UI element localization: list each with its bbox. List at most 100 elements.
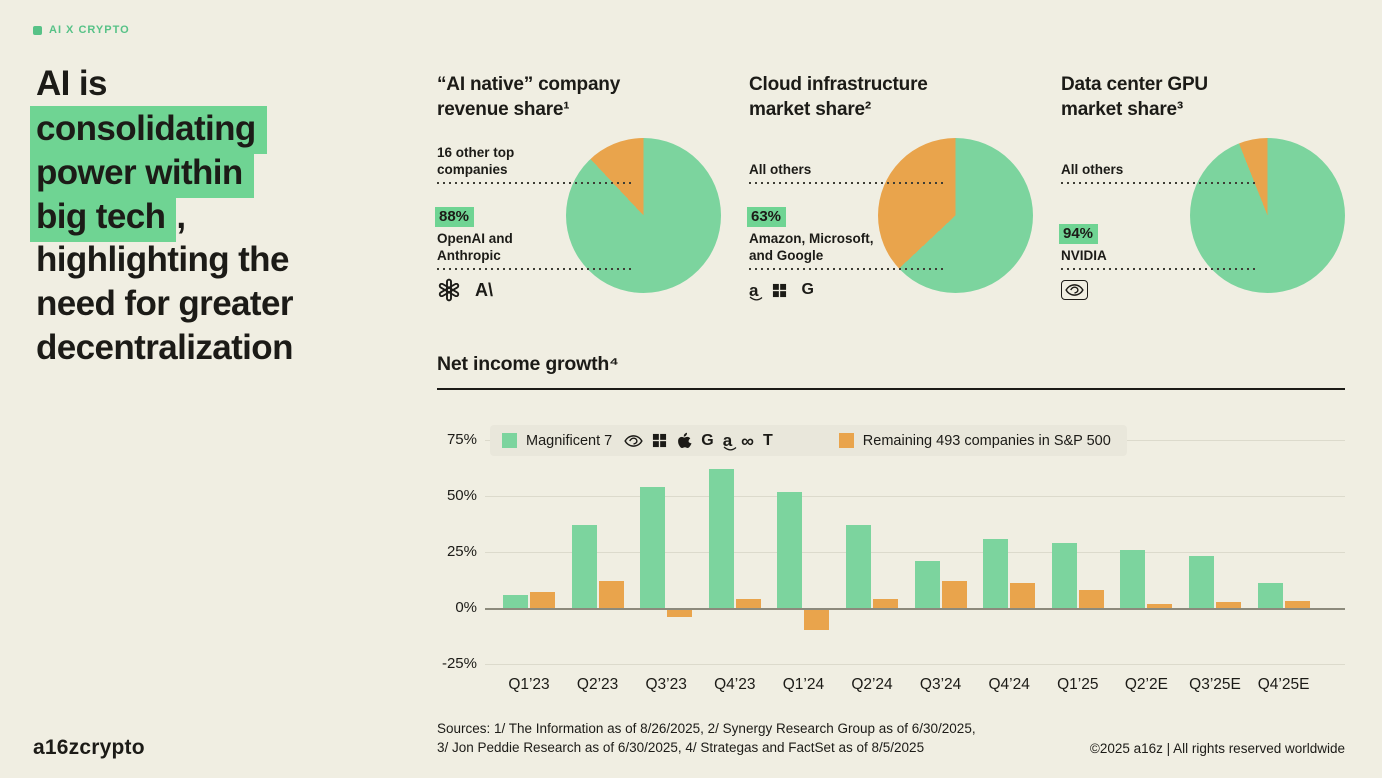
bar-sp500-rest bbox=[598, 581, 624, 608]
x-tick-label: Q2’23 bbox=[576, 676, 619, 693]
y-tick-label: -25% bbox=[441, 655, 477, 672]
amazon-icon: a bbox=[723, 432, 737, 451]
nvidia-badge-icon bbox=[1061, 280, 1088, 300]
bar-magnificent-7 bbox=[914, 560, 940, 608]
pie-chart-ai-native bbox=[566, 138, 721, 293]
pie-ai-native-revenue-share: “AI native” company revenue share¹ 16 ot… bbox=[435, 72, 729, 312]
bar-magnificent-7 bbox=[1120, 549, 1146, 608]
microsoft-icon bbox=[772, 283, 787, 298]
pie-main-label: 63% Amazon, Microsoft, and Google bbox=[747, 207, 874, 264]
pie-title: Cloud infrastructure market share² bbox=[749, 72, 1041, 122]
bar-sp500-rest bbox=[1284, 601, 1310, 608]
dotted-leader-line bbox=[437, 268, 633, 270]
bar-sp500-rest bbox=[530, 592, 555, 608]
bar-magnificent-7 bbox=[708, 469, 734, 608]
pie-company-logos: A\ bbox=[437, 275, 493, 305]
dotted-leader-line bbox=[1061, 182, 1257, 184]
bar-sp500-rest bbox=[1216, 602, 1241, 608]
pie-chart-cloud bbox=[878, 138, 1033, 293]
tesla-icon: T bbox=[763, 431, 773, 449]
y-tick-label: 50% bbox=[446, 487, 477, 504]
sources-line-2: 3/ Jon Peddie Research as of 6/30/2025, … bbox=[437, 739, 925, 755]
pie-other-label: 16 other top companies bbox=[437, 145, 515, 177]
bar-magnificent-7 bbox=[1189, 556, 1214, 608]
bar-magnificent-7 bbox=[846, 525, 871, 608]
pie-title-line2: market share² bbox=[749, 99, 872, 120]
x-tick-label: Q4’23 bbox=[714, 676, 756, 693]
pie-cloud-market-share: Cloud infrastructure market share² All o… bbox=[747, 72, 1041, 312]
green-swatch-icon bbox=[502, 433, 517, 448]
pie-main-label-lines: OpenAI and Anthropic bbox=[437, 231, 513, 263]
bar-magnificent-7 bbox=[1257, 583, 1283, 608]
pie-title-line2: market share³ bbox=[1061, 99, 1184, 120]
microsoft-icon bbox=[652, 433, 667, 448]
title-underline bbox=[437, 388, 1345, 390]
meta-icon: ∞ bbox=[741, 430, 755, 451]
bar-sp500-rest bbox=[667, 610, 693, 617]
pie-chart-gpu bbox=[1190, 138, 1345, 293]
bar-chart: 75% 50% 25% 0% -25% Q1’23 Q2’23 Q3’23 Q4’23 Q1’2… bbox=[437, 431, 1345, 710]
x-tick-label: Q2’24 bbox=[851, 676, 893, 693]
pie-main-label: 88% OpenAI and Anthropic bbox=[435, 207, 513, 264]
sources-line-1: Sources: 1/ The Information as of 8/26/2… bbox=[437, 721, 976, 736]
sources-note: Sources: 1/ The Information as of 8/26/2… bbox=[437, 720, 976, 757]
x-tick-label: Q3’25E bbox=[1189, 676, 1241, 693]
bar-magnificent-7 bbox=[571, 525, 597, 608]
dotted-leader-line bbox=[1061, 268, 1257, 270]
x-tick-label: Q1’24 bbox=[782, 676, 825, 693]
bar-sp500-rest bbox=[1010, 583, 1036, 608]
x-tick-label: Q1’23 bbox=[508, 676, 550, 693]
bar-sp500-rest bbox=[804, 610, 830, 631]
dotted-leader-line bbox=[749, 268, 945, 270]
aixcrypto-badge: AI X CRYPTO bbox=[33, 24, 130, 36]
pie-main-label: 94% NVIDIA bbox=[1059, 224, 1107, 264]
pie-title: “AI native” company revenue share¹ bbox=[437, 72, 729, 122]
y-axis-labels: 75% 50% 25% 0% -25% bbox=[437, 431, 477, 672]
anthropic-icon: A\ bbox=[475, 280, 493, 300]
a16zcrypto-logo: a16zcrypto bbox=[33, 736, 145, 759]
openai-icon bbox=[437, 278, 461, 302]
headline-line: need for greater bbox=[36, 284, 293, 323]
x-tick-label: Q2’2E bbox=[1124, 676, 1168, 693]
gridline bbox=[485, 664, 1345, 665]
badge-square-icon bbox=[33, 25, 42, 35]
apple-icon bbox=[676, 432, 692, 450]
pie-percent-badge: 94% bbox=[1059, 224, 1099, 244]
pie-other-label: All others bbox=[1061, 162, 1124, 177]
headline-line: consolidating bbox=[30, 106, 440, 154]
pie-title-line2: revenue share¹ bbox=[437, 99, 570, 120]
legend-label: Magnificent 7 bbox=[526, 432, 613, 449]
google-icon: G bbox=[801, 281, 814, 298]
pie-company-logos bbox=[1061, 275, 1088, 305]
pie-main-label-lines: Amazon, Microsoft, and Google bbox=[749, 231, 874, 263]
badge-label: AI X CRYPTO bbox=[49, 24, 130, 36]
amazon-icon: a bbox=[749, 282, 763, 301]
legend-item-sp500-rest: Remaining 493 companies in S&P 500 bbox=[838, 433, 1111, 449]
headline-line: highlighting the bbox=[36, 240, 289, 279]
headline: AI is consolidating power within big tech, h… bbox=[30, 62, 440, 370]
orange-swatch-icon bbox=[838, 433, 854, 448]
x-tick-label: Q4’24 bbox=[988, 676, 1030, 693]
bar-magnificent-7 bbox=[1051, 543, 1077, 608]
bar-sp500-rest bbox=[941, 581, 967, 608]
x-tick-label: Q1’25 bbox=[1057, 676, 1099, 693]
bar-sp500-rest bbox=[1078, 590, 1104, 608]
headline-line: decentralization bbox=[36, 328, 293, 367]
headline-line: big tech, bbox=[30, 194, 440, 242]
gridline bbox=[485, 552, 1345, 553]
headline-line: AI is bbox=[36, 64, 108, 103]
y-tick-label: 75% bbox=[446, 431, 477, 448]
zero-baseline bbox=[485, 608, 1345, 610]
bar-sp500-rest bbox=[1147, 603, 1173, 608]
bar-magnificent-7 bbox=[983, 538, 1009, 608]
google-icon: G bbox=[701, 431, 714, 449]
bar-sp500-rest bbox=[735, 599, 761, 608]
copyright-notice: ©2025 a16z | All rights reserved worldwi… bbox=[1089, 741, 1345, 756]
pie-main-label-lines: NVIDIA bbox=[1061, 248, 1107, 263]
gridline bbox=[485, 496, 1345, 497]
pie-title-line1: Data center GPU bbox=[1061, 74, 1208, 95]
nvidia-icon bbox=[624, 434, 643, 448]
